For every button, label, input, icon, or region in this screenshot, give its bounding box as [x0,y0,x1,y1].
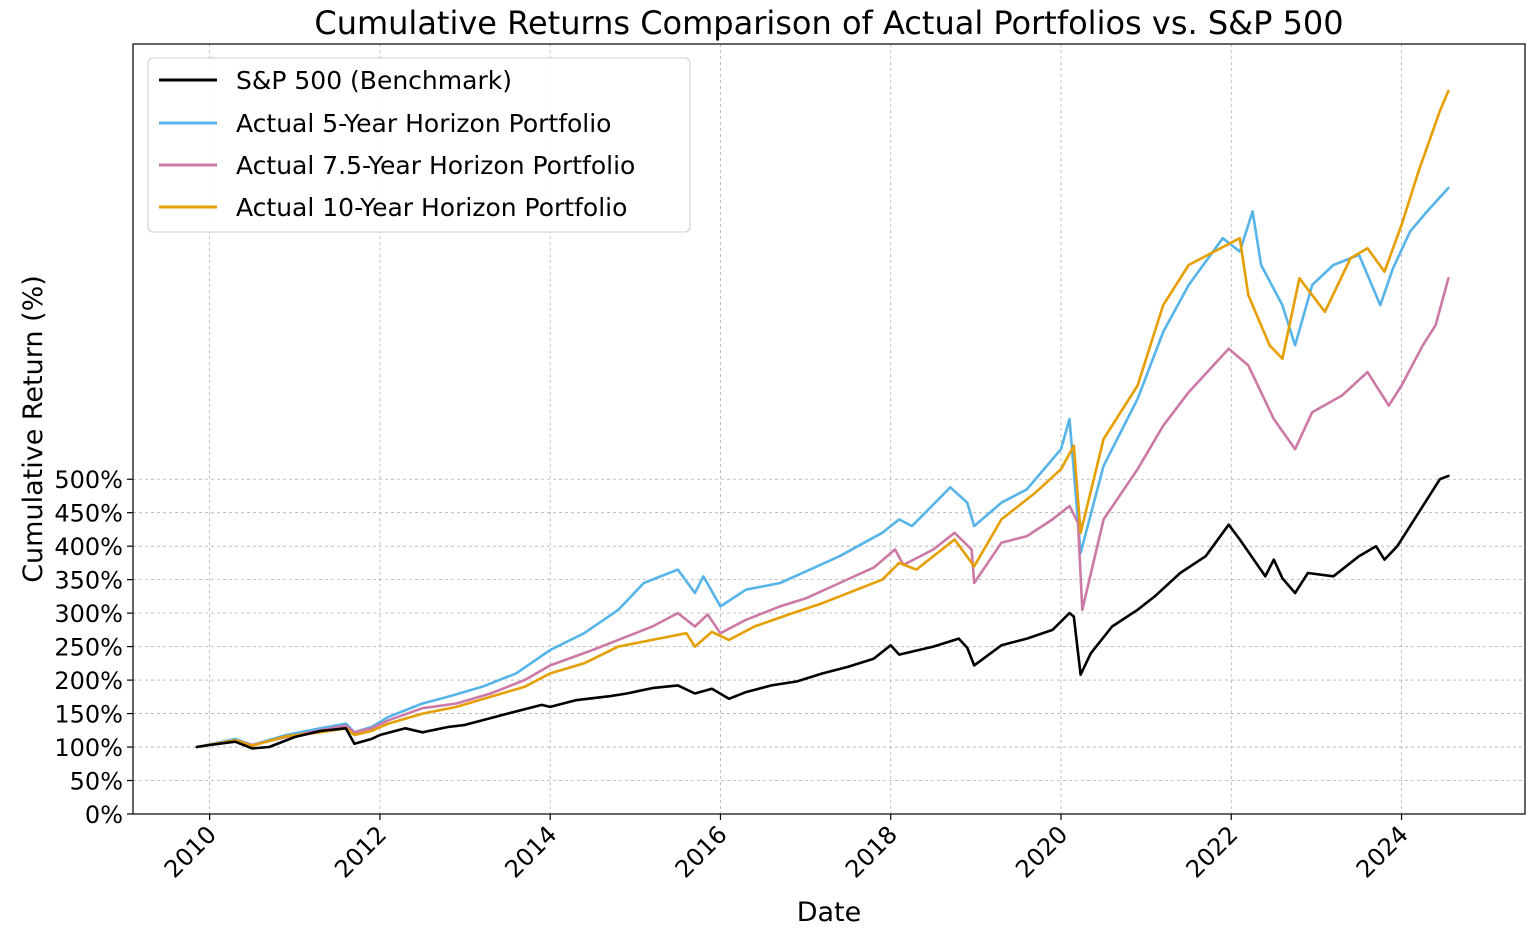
y-tick-label: 350% [54,567,123,595]
legend-label-10-year: Actual 10-Year Horizon Portfolio [236,193,627,222]
legend-label-5-year: Actual 5-Year Horizon Portfolio [236,109,611,138]
y-tick-label: 450% [54,500,123,528]
x-axis-label: Date [797,897,862,928]
y-tick-label: 250% [54,634,123,662]
legend-label-7-5-year: Actual 7.5-Year Horizon Portfolio [236,151,635,180]
series-line-sp500 [195,474,1450,750]
y-axis-label: Cumulative Return (%) [18,275,49,583]
series-line-7-5-year [195,277,1450,749]
y-tick-label: 150% [54,701,123,729]
y-tick-label: 100% [54,734,123,762]
chart-title: Cumulative Returns Comparison of Actual … [314,4,1343,42]
y-tick-label: 0% [85,801,123,829]
series-line-10-year [195,89,1450,749]
y-tick-label: 50% [70,768,123,796]
y-tick-label: 500% [54,466,123,494]
y-tick-label: 400% [54,533,123,561]
plot-lines [195,89,1450,750]
legend: S&P 500 (Benchmark) Actual 5-Year Horizo… [147,57,691,233]
y-axis-ticks: 0% 50% 100% 150% 200% 250% 300% 350% 400% 450% 500… [54,466,133,829]
y-tick-label: 200% [54,667,123,695]
y-tick-label: 300% [54,600,123,628]
legend-box [147,57,691,233]
plot-frame [132,43,1526,815]
series-line-5-year [195,186,1450,749]
legend-label-sp500: S&P 500 (Benchmark) [236,66,512,95]
